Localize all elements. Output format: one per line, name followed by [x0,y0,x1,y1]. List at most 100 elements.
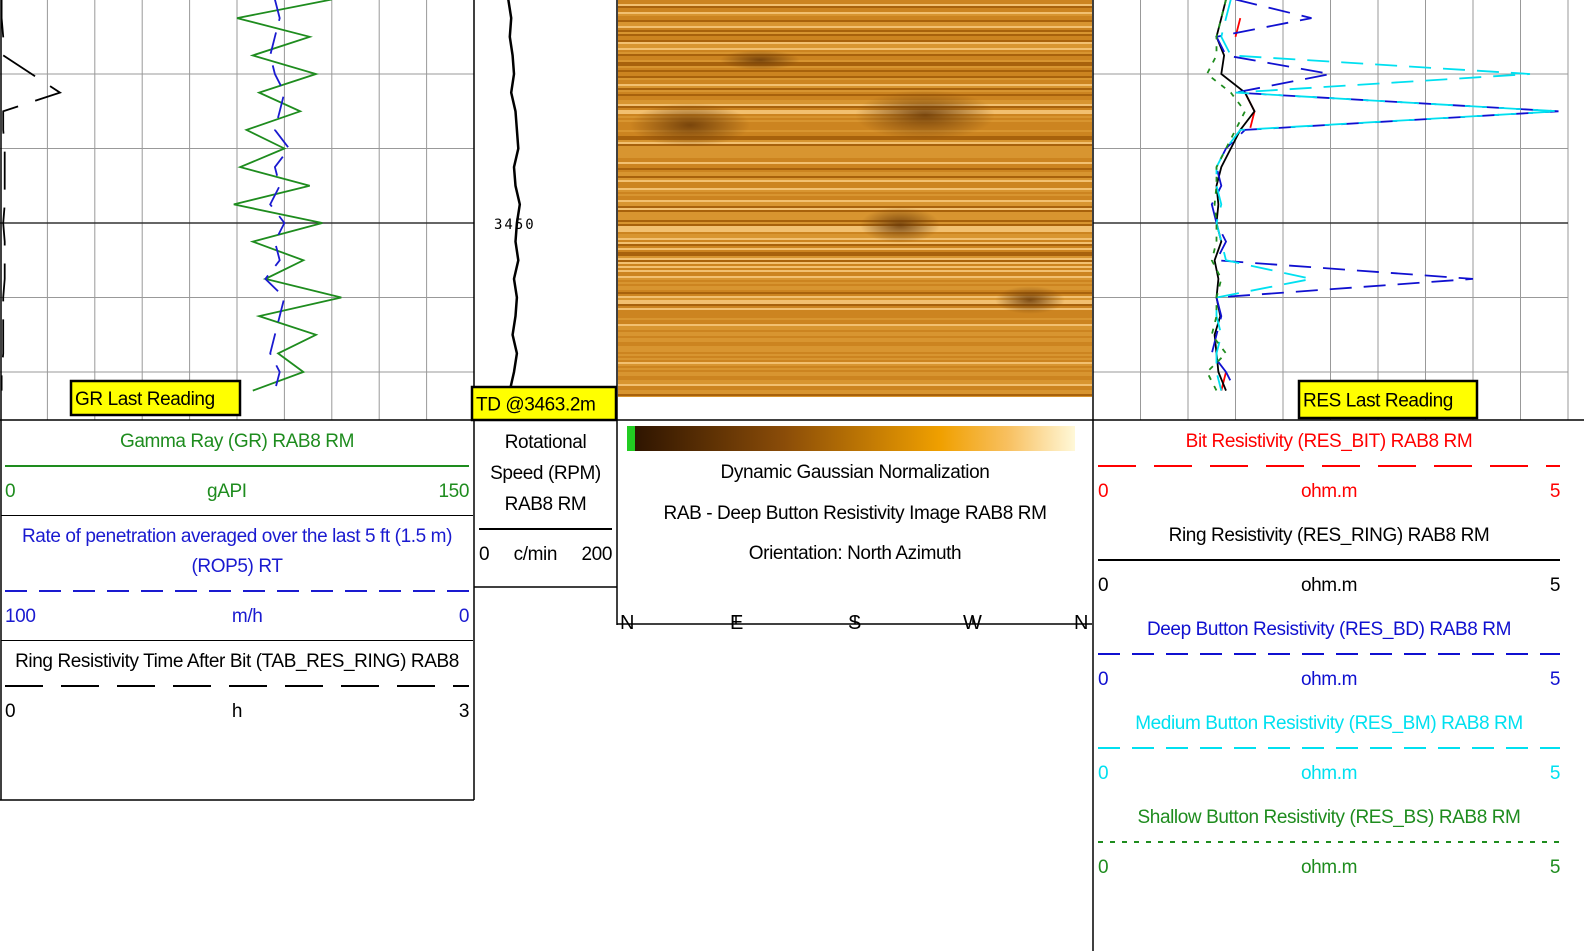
image-row [618,158,1092,160]
image-row [618,380,1092,382]
azimuth-label: W [963,612,981,635]
scale-unit: ohm.m [1301,757,1357,791]
image-row [618,390,1092,392]
image-row [618,194,1092,196]
header-line [1094,739,1564,757]
image-name: RAB - Deep Button Resistivity Image RAB8… [618,493,1092,534]
image-row [618,266,1092,268]
log-curve [508,0,520,391]
image-row [618,366,1092,368]
image-feature [720,50,800,70]
image-row [618,198,1092,200]
image-row [618,222,1092,224]
image-row [618,18,1092,20]
image-row [618,254,1092,256]
page: {"depth": [3444, 3444.5, 3445, 3445.5, 3… [0,0,1584,951]
image-feature [860,207,940,243]
image-row [618,170,1092,172]
image-row [618,32,1092,34]
image-row [618,176,1092,178]
image-row [618,260,1092,262]
scale-row: 0c/min200 [475,538,616,572]
image-row [618,378,1092,380]
curve-header: Medium Button Resistivity (RES_BM) RAB8 … [1094,703,1564,797]
line-row [1,457,473,475]
curve-name: Bit Resistivity (RES_BIT) RAB8 RM [1094,427,1564,457]
image-row [618,4,1092,6]
image-row [618,220,1092,222]
scale-right: 5 [1550,569,1560,603]
curve-header: Ring Resistivity Time After Bit (TAB_RES… [1,641,473,735]
curve-header: Deep Button Resistivity (RES_BD) RAB8 RM… [1094,609,1564,703]
header-line [475,520,616,538]
line-row [1,677,473,695]
image-row [618,174,1092,176]
image-row [618,184,1092,186]
curve-name: Ring Resistivity Time After Bit (TAB_RES… [1,647,473,677]
scale-right: 0 [459,600,469,634]
image-row [618,332,1092,334]
image-row [618,246,1092,248]
scale-left: 0 [479,538,489,572]
image-row [618,2,1092,4]
header-line [1094,645,1564,663]
curve-header: Ring Resistivity (RES_RING) RAB8 RM0ohm.… [1094,515,1564,609]
image-row [618,148,1092,150]
image-row [618,368,1092,370]
log-curve [2,0,60,391]
image-row [618,202,1092,204]
line-row [1094,739,1564,757]
line-row [1094,833,1564,851]
scale-row: 0gAPI150 [1,475,473,509]
image-row [618,50,1092,52]
image-row [618,316,1092,318]
image-row [618,160,1092,162]
image-row [618,68,1092,70]
image-row [618,320,1092,322]
image-row [618,40,1092,42]
image-row [618,236,1092,238]
scale-left: 0 [1098,851,1108,885]
image-row [618,196,1092,198]
image-row [618,234,1092,236]
image-row [618,218,1092,220]
image-row [618,100,1092,102]
image-row [618,70,1092,72]
track-header: Bit Resistivity (RES_BIT) RAB8 RM 0 ohm.m 5… [1094,421,1564,891]
image-row [618,0,1092,2]
scale-unit: ohm.m [1301,851,1357,885]
scale-left: 0 [1098,475,1108,509]
image-row [618,150,1092,152]
azimuth-label: N [1074,612,1088,635]
image-row [618,88,1092,90]
color-bar [627,426,1075,451]
image-row [618,56,1092,58]
curve-header: Shallow Button Resistivity (RES_BS) RAB8… [1094,797,1564,891]
image-row [618,384,1092,386]
scale-left: 0 [1098,757,1108,791]
log-curve [1212,0,1559,391]
azimuth-label: E [730,612,743,635]
image-row [618,84,1092,86]
image-row [618,168,1092,170]
image-row [618,30,1092,32]
image-row [618,22,1092,24]
image-row [618,80,1092,82]
scale-unit: ohm.m [1301,475,1357,509]
image-row [618,232,1092,234]
image-row [618,190,1092,192]
image-row [618,98,1092,100]
image-row [618,42,1092,44]
image-row [618,46,1092,48]
scale-unit: ohm.m [1301,569,1357,603]
image-row [618,96,1092,98]
image-row [618,386,1092,388]
header-line [1094,551,1564,569]
image-row [618,388,1092,390]
color-bar-marker [627,426,635,451]
scale-right: 3 [459,695,469,729]
image-row [618,16,1092,18]
image-row [618,346,1092,348]
image-row [618,394,1092,396]
